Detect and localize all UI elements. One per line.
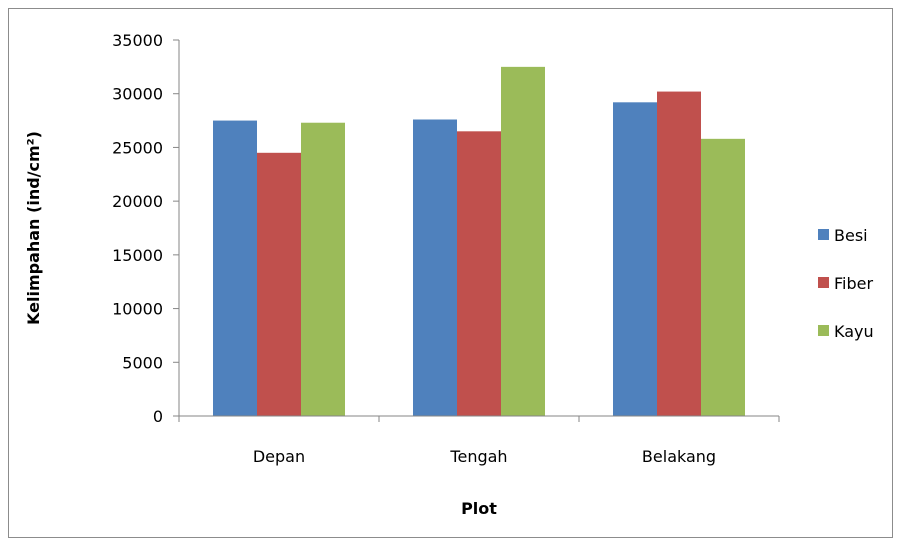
bar-besi-tengah (413, 119, 457, 417)
y-axis-ticks: 0 5000 10000 15000 20000 25000 30000 35000 (112, 31, 179, 426)
y-tick-label: 30000 (112, 85, 163, 104)
x-tick-label: Depan (253, 447, 305, 466)
x-tick-label: Tengah (449, 447, 507, 466)
x-axis-ticks: Depan Tengah Belakang (178, 416, 780, 466)
bar-kayu-belakang (701, 138, 745, 416)
y-tick-label: 15000 (112, 246, 163, 265)
legend-swatch-fiber (818, 277, 829, 288)
legend: Besi Fiber Kayu (818, 226, 874, 341)
legend-swatch-besi (818, 229, 829, 240)
legend-label-besi: Besi (834, 226, 868, 245)
y-tick-label: 20000 (112, 192, 163, 211)
y-tick-label: 25000 (112, 138, 163, 157)
legend-swatch-kayu (818, 325, 829, 336)
x-tick-label: Belakang (642, 447, 716, 466)
y-tick-label: 35000 (112, 31, 163, 50)
legend-label-fiber: Fiber (834, 274, 873, 293)
y-tick-label: 10000 (112, 300, 163, 319)
bar-fiber-tengah (457, 131, 501, 417)
bar-kayu-depan (301, 122, 345, 416)
bars (213, 66, 745, 417)
bar-fiber-depan (257, 152, 301, 417)
bar-fiber-belakang (657, 91, 701, 417)
bar-kayu-tengah (501, 66, 545, 416)
x-axis-label: Plot (461, 499, 497, 518)
bar-besi-belakang (613, 102, 657, 417)
bar-besi-depan (213, 120, 257, 417)
y-tick-label: 0 (153, 407, 163, 426)
y-axis-label: Kelimpahan (ind/cm²) (24, 131, 43, 325)
y-tick-label: 5000 (122, 353, 163, 372)
legend-label-kayu: Kayu (834, 322, 874, 341)
